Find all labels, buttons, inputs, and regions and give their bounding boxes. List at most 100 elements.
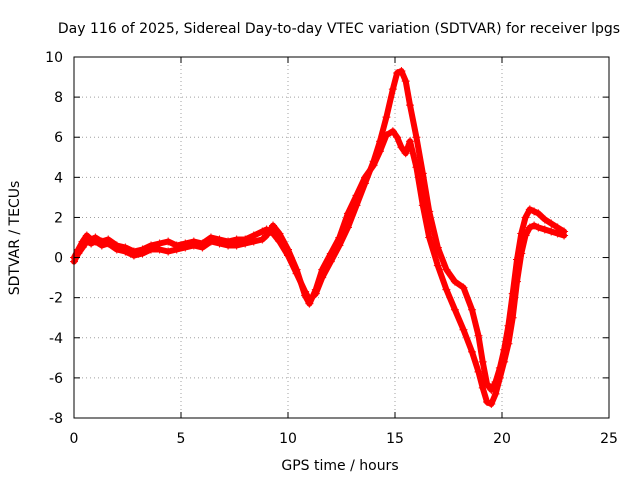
data-point xyxy=(530,221,539,230)
data-point xyxy=(104,239,113,248)
data-point xyxy=(483,397,492,406)
y-tick-label: -8 xyxy=(49,411,63,427)
data-point xyxy=(388,85,397,94)
data-point xyxy=(164,237,173,246)
data-point xyxy=(87,239,96,248)
data-point xyxy=(241,239,250,248)
data-point xyxy=(534,223,543,232)
data-point xyxy=(418,201,427,210)
data-point xyxy=(189,241,198,250)
data-point xyxy=(474,331,483,340)
data-point xyxy=(164,247,173,256)
data-point xyxy=(326,249,335,258)
plot-frame xyxy=(73,56,610,419)
x-tick-label: 20 xyxy=(493,431,511,447)
data-point xyxy=(547,219,556,228)
data-point xyxy=(397,67,406,76)
data-point xyxy=(478,383,487,392)
data-point xyxy=(232,241,241,250)
data-point xyxy=(155,245,164,254)
data-point xyxy=(215,239,224,248)
data-point xyxy=(138,249,147,258)
y-tick-label: 4 xyxy=(54,170,63,186)
data-point xyxy=(91,237,100,246)
data-point xyxy=(540,225,549,234)
data-point xyxy=(121,247,130,256)
data-point xyxy=(478,357,487,366)
y-tick-label: -6 xyxy=(49,371,63,387)
data-point xyxy=(198,243,207,252)
x-axis-label: GPS time / hours xyxy=(281,458,398,474)
data-point xyxy=(553,229,562,238)
data-point xyxy=(401,77,410,86)
data-point xyxy=(301,291,310,300)
data-point xyxy=(450,277,459,286)
data-point xyxy=(97,241,106,250)
data-point xyxy=(388,127,397,136)
data-point xyxy=(468,347,477,356)
x-tick-label: 15 xyxy=(386,431,404,447)
data-point xyxy=(525,205,534,214)
y-tick-label: -4 xyxy=(49,331,63,347)
y-axis-label: SDTVAR / TECUs xyxy=(7,181,23,296)
data-point xyxy=(442,285,451,294)
data-point xyxy=(393,133,402,142)
y-tick-labels: -8 -6 -4 -2 0 2 4 6 8 10 xyxy=(45,50,63,427)
data-point xyxy=(508,313,517,322)
data-point xyxy=(425,233,434,242)
data-point xyxy=(311,285,320,294)
y-tick-label: 2 xyxy=(54,210,63,226)
data-point xyxy=(258,235,267,244)
data-point xyxy=(376,147,385,156)
data-point xyxy=(459,325,468,334)
x-tick-label: 0 xyxy=(70,431,79,447)
data-point xyxy=(382,131,391,140)
data-point xyxy=(534,209,543,218)
y-tick-label: -2 xyxy=(49,291,63,307)
data-point xyxy=(343,209,352,218)
data-point xyxy=(397,143,406,152)
data-point xyxy=(474,367,483,376)
data-point xyxy=(401,149,410,158)
data-point xyxy=(269,221,278,230)
data-point xyxy=(393,69,402,78)
data-series xyxy=(70,127,569,408)
data-point xyxy=(468,305,477,314)
data-point xyxy=(305,299,314,308)
data-point xyxy=(442,265,451,274)
data-point xyxy=(78,243,87,252)
chart-title: Day 116 of 2025, Sidereal Day-to-day VTE… xyxy=(58,21,620,37)
data-point xyxy=(547,227,556,236)
data-point xyxy=(495,373,504,382)
data-point xyxy=(517,249,526,258)
data-point xyxy=(433,261,442,270)
data-point xyxy=(112,245,121,254)
axis-ticks xyxy=(73,56,610,419)
data-point xyxy=(500,357,509,366)
data-point xyxy=(129,251,138,260)
data-point xyxy=(405,101,414,110)
data-point xyxy=(335,233,344,242)
data-point xyxy=(206,237,215,246)
data-point xyxy=(521,231,530,240)
data-point xyxy=(284,245,292,254)
data-point xyxy=(258,227,267,236)
x-tick-label: 5 xyxy=(177,431,186,447)
data-point xyxy=(74,249,83,258)
data-point xyxy=(181,243,190,252)
y-tick-label: 8 xyxy=(54,90,63,106)
data-point xyxy=(560,231,569,240)
data-point xyxy=(318,265,327,274)
data-point xyxy=(361,173,370,182)
data-point xyxy=(172,245,181,254)
y-tick-label: 6 xyxy=(54,130,63,146)
x-tick-labels: 0 5 10 15 20 25 xyxy=(70,431,618,447)
data-point xyxy=(249,237,258,246)
data-point xyxy=(292,265,301,274)
data-point xyxy=(352,191,361,200)
data-point xyxy=(450,305,459,314)
x-tick-label: 10 xyxy=(279,431,297,447)
data-point xyxy=(412,133,421,142)
data-point xyxy=(491,389,500,398)
